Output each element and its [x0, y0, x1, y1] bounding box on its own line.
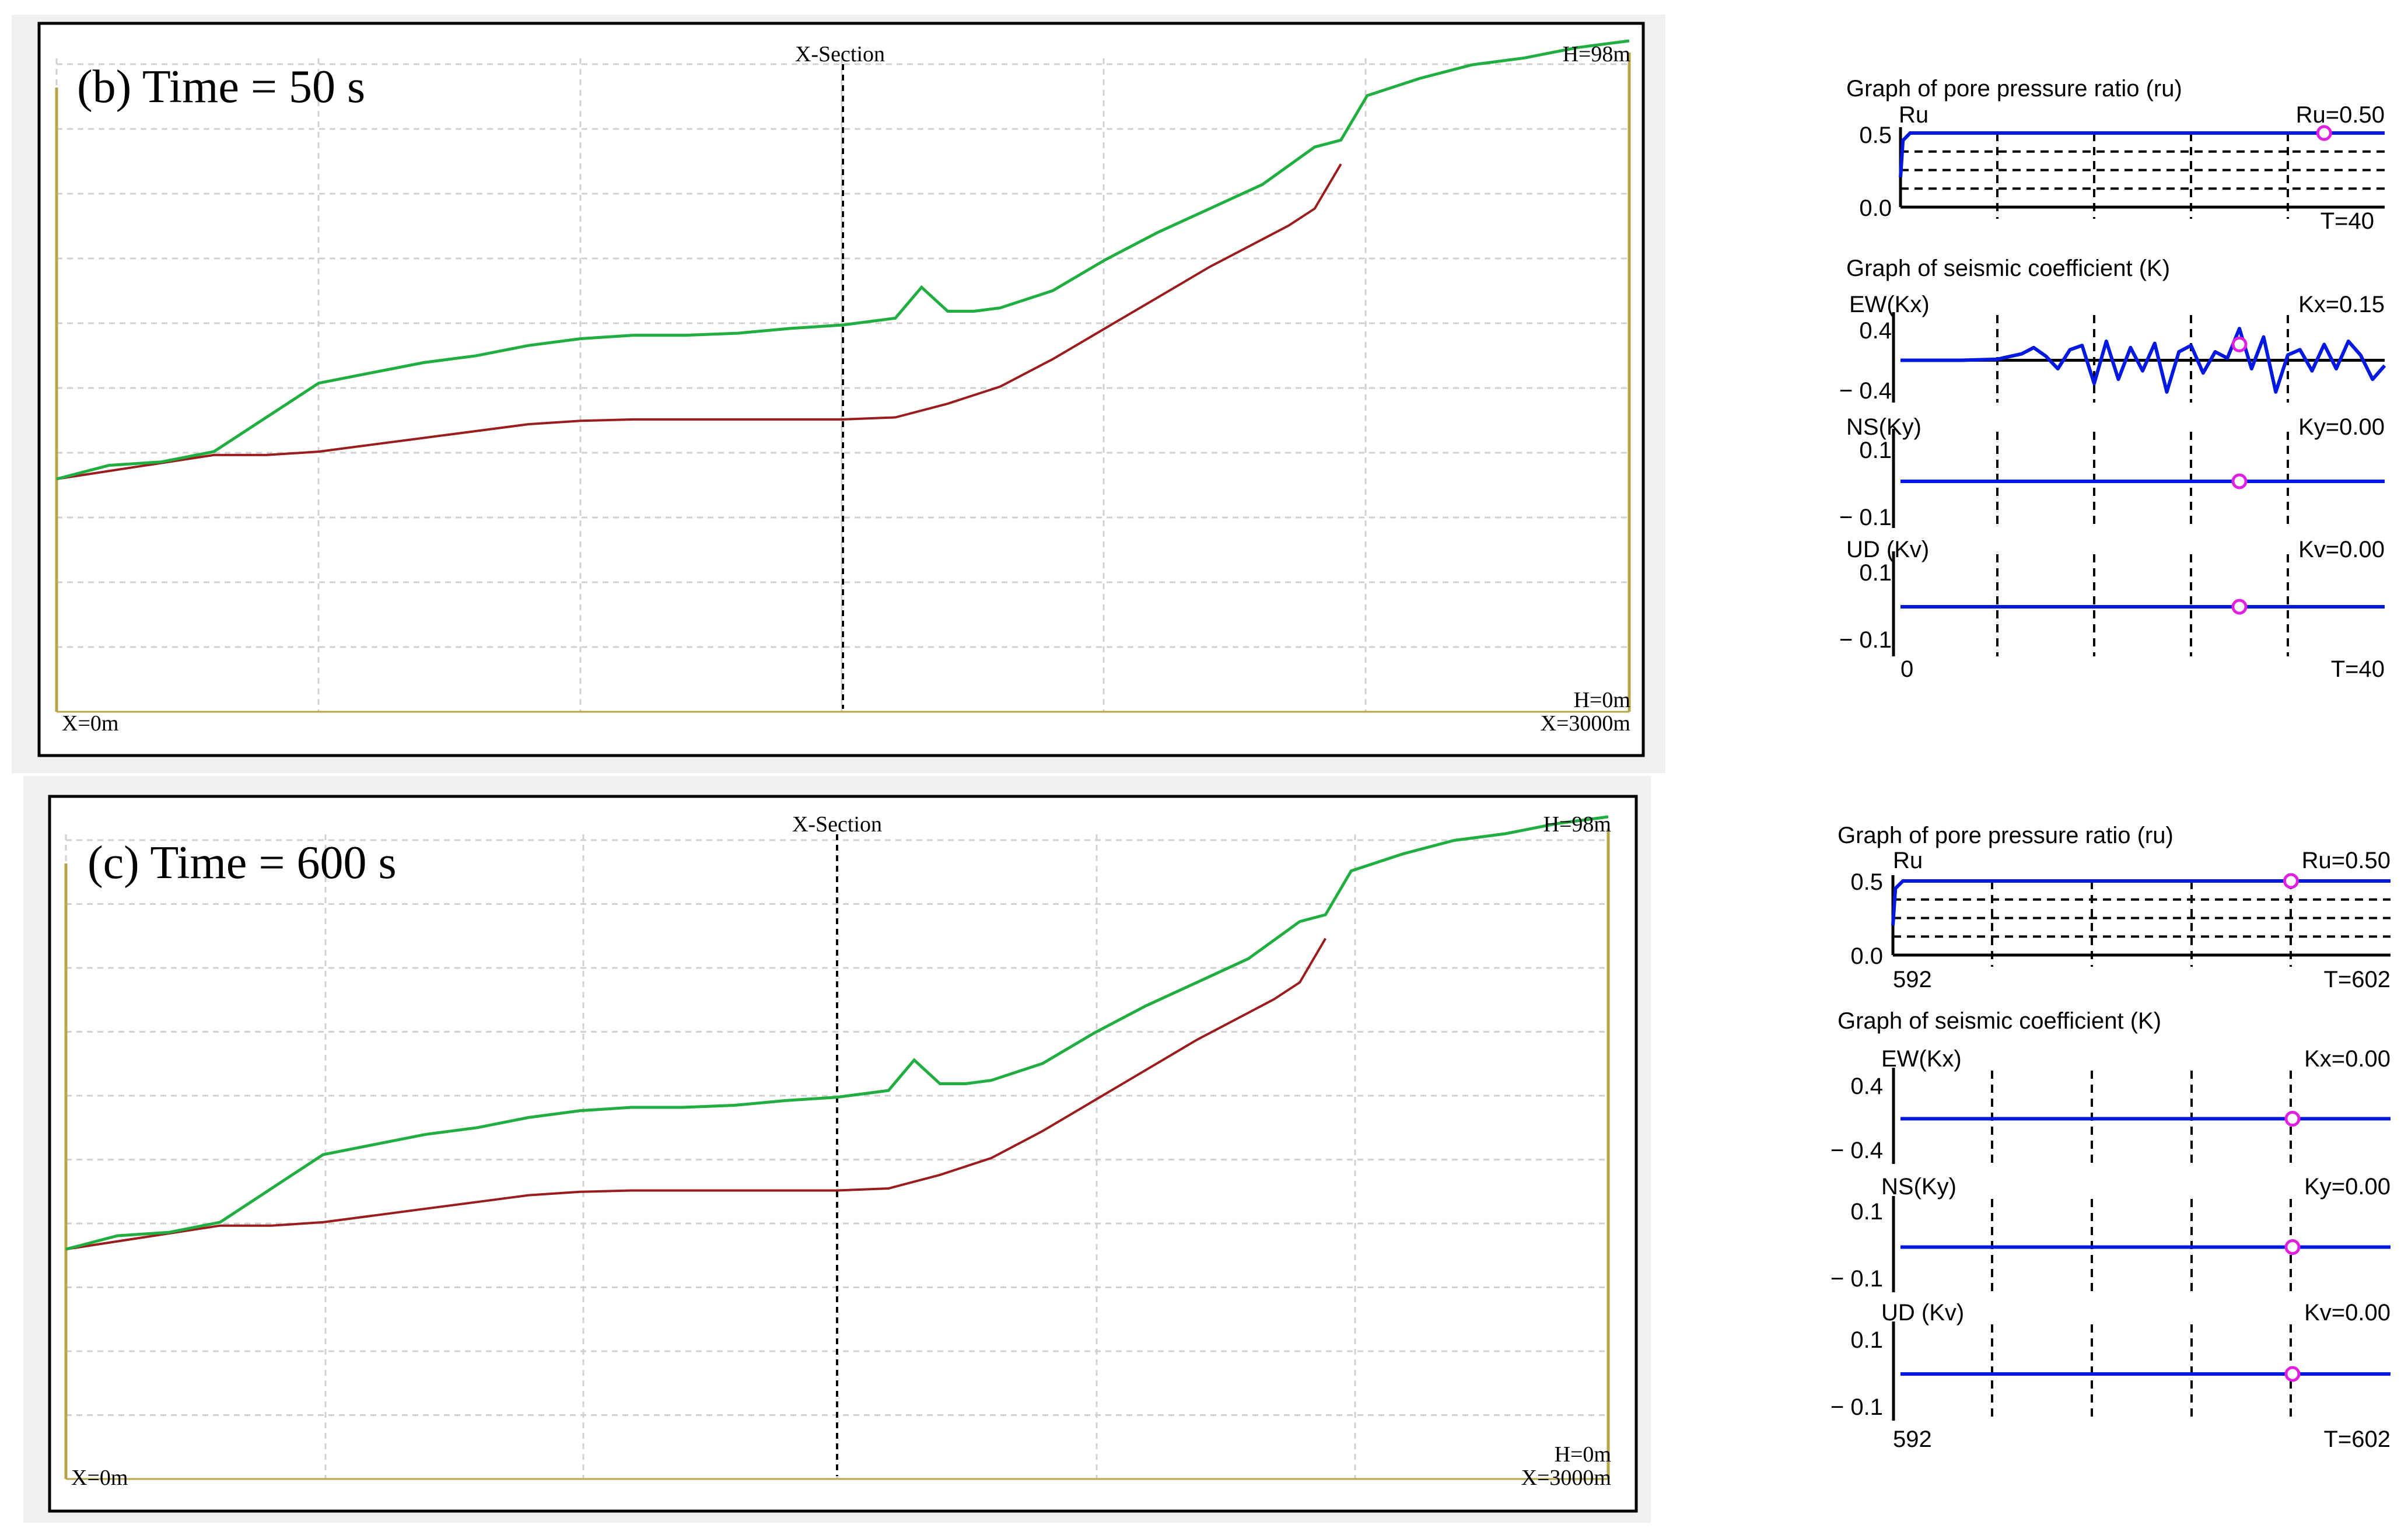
- ru-axis-label: Ru: [1899, 102, 1929, 128]
- ew-label: EW(Kx): [1849, 292, 1930, 317]
- k-current-marker: [2284, 1239, 2301, 1255]
- ru-t-start-label: 592: [1893, 967, 1932, 992]
- height-bottom-label: H=0m: [1555, 1442, 1611, 1467]
- panel-label: (c) Time = 600 s: [88, 837, 397, 889]
- ud-y-bottom-label: − 0.1: [1839, 627, 1892, 653]
- ew-label: EW(Kx): [1881, 1046, 1962, 1072]
- k-t-start-label: 592: [1893, 1426, 1932, 1452]
- k-current-marker: [2284, 1111, 2301, 1127]
- ns-y-bottom-label: − 0.1: [1839, 505, 1892, 530]
- ns-y-top-label: 0.1: [1859, 438, 1892, 463]
- ud-plot: [1892, 551, 2385, 656]
- x-right-label: X=3000m: [1541, 711, 1630, 736]
- ru-y-top-label: 0.5: [1859, 123, 1892, 148]
- ns-readout: Ky=0.00: [2298, 414, 2385, 440]
- ground-surface-line: [65, 815, 1609, 1251]
- ud-readout: Kv=0.00: [2298, 537, 2385, 562]
- ru-plot: [1891, 873, 2390, 967]
- panel-b-window: (b) Time = 50 s X-Section H=98m H=0m X=0…: [12, 15, 1665, 773]
- k-series-line: [1901, 327, 2386, 394]
- ru-series-line: [1899, 131, 2385, 178]
- ew-y-top-label: 0.4: [1859, 318, 1892, 344]
- ru-plot: [1899, 125, 2385, 219]
- k-t-end-label: T=40: [2331, 656, 2385, 682]
- k-current-marker: [2284, 1366, 2301, 1382]
- ru-y-bottom-label: 0.0: [1850, 943, 1883, 969]
- ew-plot: [1892, 1068, 2390, 1164]
- ru-current-marker: [2316, 125, 2332, 141]
- ru-readout: Ru=0.50: [2296, 102, 2385, 128]
- height-bottom-label: H=0m: [1574, 688, 1630, 712]
- k-t-start-label: 0: [1901, 656, 1913, 682]
- ud-plot: [1892, 1321, 2390, 1421]
- panel-label: (b) Time = 50 s: [77, 61, 365, 113]
- panel-c-window: (c) Time = 600 s X-Section H=98m H=0m X=…: [23, 776, 1651, 1523]
- x-left-label: X=0m: [71, 1466, 128, 1490]
- ns-readout: Ky=0.00: [2304, 1174, 2390, 1200]
- k-t-end-label: T=602: [2323, 1426, 2390, 1452]
- ns-y-top-label: 0.1: [1850, 1199, 1883, 1225]
- ud-label: UD (Kv): [1881, 1300, 1964, 1326]
- ru-t-end-label: T=602: [2323, 967, 2390, 992]
- ew-y-bottom-label: − 0.4: [1839, 378, 1892, 404]
- window-frame: [48, 795, 1638, 1513]
- ud-label: UD (Kv): [1846, 537, 1929, 562]
- ns-label: NS(Ky): [1881, 1174, 1957, 1200]
- ns-label: NS(Ky): [1846, 414, 1922, 440]
- ground-surface-line: [56, 39, 1630, 481]
- ru-current-marker: [2283, 873, 2299, 889]
- ns-y-bottom-label: − 0.1: [1831, 1266, 1883, 1292]
- ru-series-line: [1891, 879, 2390, 926]
- ud-readout: Kv=0.00: [2304, 1300, 2390, 1326]
- ew-plot: [1892, 312, 2386, 403]
- ru-graph-title: Graph of pore pressure ratio (ru): [1838, 823, 2174, 848]
- ud-y-top-label: 0.1: [1859, 560, 1892, 586]
- ns-plot: [1892, 1196, 2390, 1292]
- x-left-label: X=0m: [62, 711, 118, 736]
- ru-readout: Ru=0.50: [2302, 848, 2390, 873]
- ud-y-bottom-label: − 0.1: [1831, 1394, 1883, 1420]
- section-title: X-Section: [792, 812, 882, 837]
- ru-axis-label: Ru: [1893, 848, 1923, 873]
- ew-y-top-label: 0.4: [1850, 1074, 1883, 1099]
- ew-y-bottom-label: − 0.4: [1831, 1138, 1883, 1163]
- ew-readout: Kx=0.15: [2298, 292, 2385, 317]
- k-graph-title: Graph of seismic coefficient (K): [1838, 1008, 2161, 1034]
- k-current-marker: [2231, 473, 2248, 489]
- k-current-marker: [2231, 599, 2248, 615]
- section-title: X-Section: [795, 42, 885, 67]
- ew-readout: Kx=0.00: [2304, 1046, 2390, 1072]
- panel-c-side-graphs: Graph of pore pressure ratio (ru) Ru Ru=…: [1831, 823, 2390, 1452]
- ns-plot: [1892, 429, 2385, 528]
- ru-graph-title: Graph of pore pressure ratio (ru): [1846, 76, 2182, 102]
- x-right-label: X=3000m: [1521, 1466, 1611, 1490]
- ud-y-top-label: 0.1: [1850, 1327, 1883, 1353]
- k-current-marker: [2231, 336, 2248, 352]
- k-graph-title: Graph of seismic coefficient (K): [1846, 256, 2170, 281]
- ru-t-end-label: T=40: [2320, 208, 2374, 234]
- height-top-label: H=98m: [1563, 42, 1630, 67]
- ru-y-top-label: 0.5: [1850, 869, 1883, 895]
- height-top-label: H=98m: [1544, 812, 1611, 837]
- slip-surface-line: [65, 938, 1327, 1251]
- ru-y-bottom-label: 0.0: [1859, 195, 1892, 221]
- slip-surface-line: [56, 163, 1342, 480]
- panel-b-side-graphs: Graph of pore pressure ratio (ru) Ru Ru=…: [1839, 76, 2386, 682]
